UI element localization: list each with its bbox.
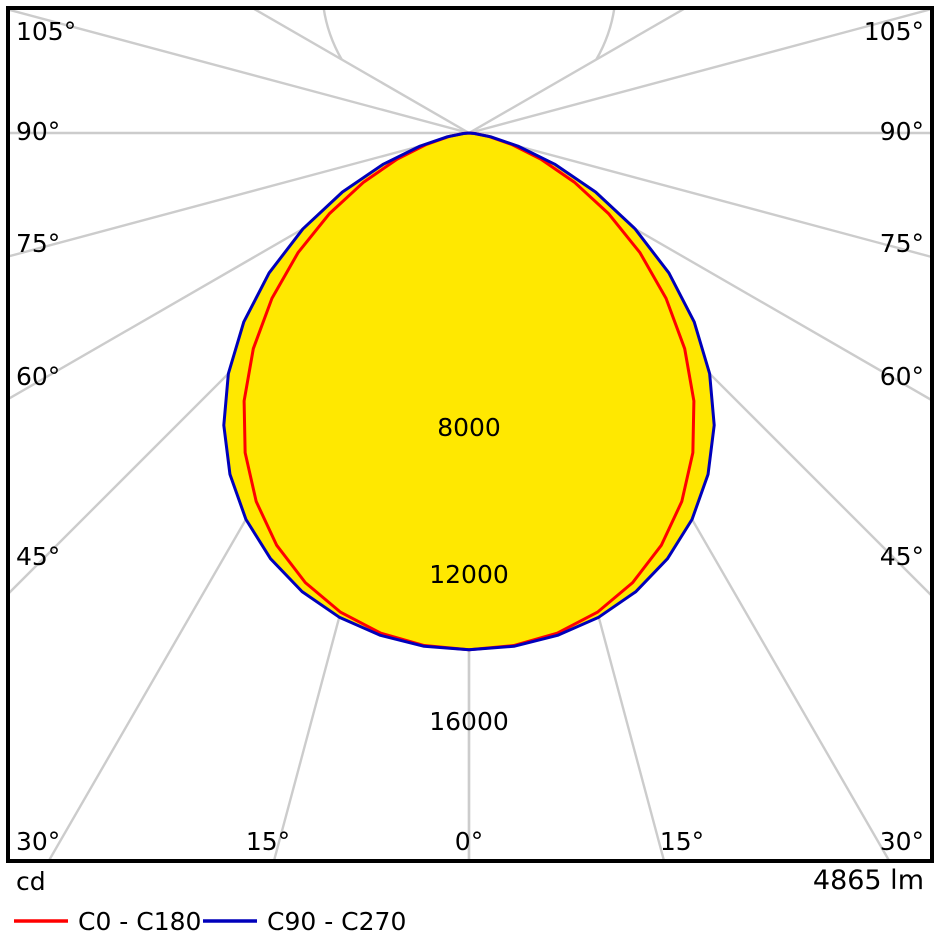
- legend: C0 - C180 C90 - C270: [14, 907, 406, 936]
- radial-tick-8000: 8000: [437, 413, 501, 442]
- angle-label-right-45: 45°: [880, 542, 924, 571]
- angle-label-left-45: 45°: [16, 542, 60, 571]
- angle-label-bottom-2: 15°: [660, 827, 704, 856]
- intensity-unit-label: cd: [16, 867, 46, 896]
- angle-label-bottom-0: 15°: [246, 827, 290, 856]
- angle-label-right-90: 90°: [880, 117, 924, 146]
- legend-label-c0-c180: C0 - C180: [78, 907, 201, 936]
- angle-label-right-105: 105°: [864, 17, 924, 46]
- angle-label-right-75: 75°: [880, 229, 924, 258]
- angle-label-left-90: 90°: [16, 117, 60, 146]
- distribution-curves: [222, 131, 716, 652]
- angle-label-left-60: 60°: [16, 362, 60, 391]
- angle-label-bottom-1: 0°: [455, 827, 483, 856]
- angle-label-left-75: 75°: [16, 229, 60, 258]
- radial-tick-16000: 16000: [429, 707, 509, 736]
- radial-tick-12000: 12000: [429, 560, 509, 589]
- angle-label-left-30: 30°: [16, 827, 60, 856]
- plot-frame: [6, 6, 934, 863]
- radial-tick-halo: 12000: [429, 560, 509, 589]
- angle-label-right-30: 30°: [880, 827, 924, 856]
- angle-label-right-60: 60°: [880, 362, 924, 391]
- luminous-flux-label: 4865 lm: [813, 865, 924, 896]
- angle-tick-labels: 105° 90° 75° 60° 45° 30° 105° 90° 75° 60° 45° 30° 15…: [16, 17, 924, 856]
- angle-label-left-105: 105°: [16, 17, 76, 46]
- legend-label-c90-c270: C90 - C270: [267, 907, 406, 936]
- radial-tick-halo: 8000: [437, 413, 501, 442]
